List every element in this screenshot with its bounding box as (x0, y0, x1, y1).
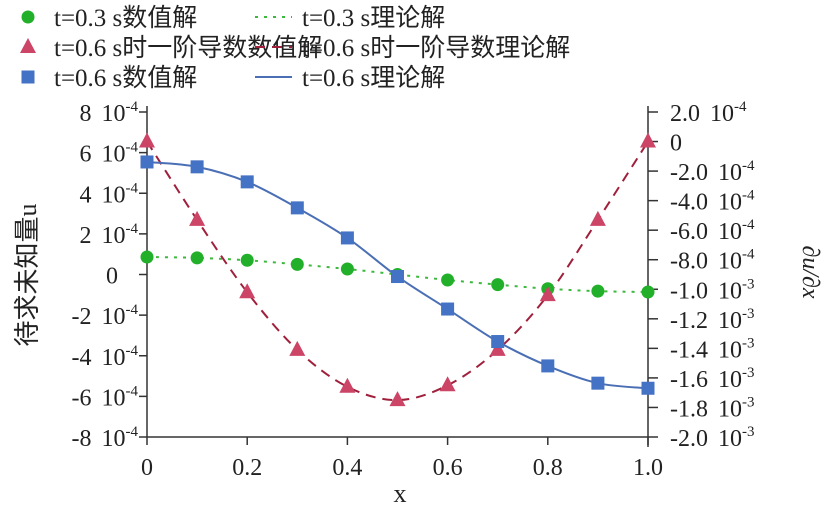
y2-tick-label: 0 (670, 131, 682, 157)
legend-label: t=0.6 s理论解 (302, 64, 445, 92)
data-point (340, 262, 354, 276)
x-tick-label: 0.8 (533, 455, 563, 481)
y-tick-label: -6 10-4 (72, 383, 139, 411)
y2-tick-label: -2.0 10-3 (670, 424, 755, 452)
data-point (591, 284, 605, 298)
data-point (539, 286, 556, 302)
data-point (240, 175, 254, 189)
x-axis-title: x (394, 479, 407, 508)
legend-marker-circle (21, 10, 35, 24)
y2-tick-label-label: 0 (670, 131, 682, 157)
y2-axis-title: ∂u/∂x (797, 245, 823, 298)
x-tick-label: 0.2 (232, 455, 262, 481)
y2-tick-label-label: -2.0 10-3 (670, 424, 755, 452)
data-point (641, 285, 655, 299)
series-line-0 (146, 256, 649, 293)
data-point (640, 132, 656, 148)
y-tick-label-label: 8 10-4 (80, 99, 139, 127)
data-point (190, 251, 204, 265)
y-tick-label-label: 4 10-4 (80, 180, 139, 208)
data-point (240, 253, 254, 267)
x-tick-label: 0.4 (332, 455, 362, 481)
y2-tick-label: -6.0 10-4 (670, 217, 755, 245)
y-tick-label: -8 10-4 (72, 424, 139, 452)
legend-marker-square (21, 70, 35, 84)
y2-tick-label-label: -1.8 10-3 (670, 394, 755, 422)
y2-tick-label: -1.0 10-3 (670, 276, 755, 304)
y-tick-label-label: 2 10-4 (80, 221, 139, 249)
data-point (441, 273, 455, 287)
data-point (489, 340, 506, 356)
x-tick-label: 0.6 (433, 455, 463, 481)
y2-tick-label: -4.0 10-4 (670, 188, 755, 216)
y2-tick-label-label: -1.4 10-3 (670, 335, 755, 363)
y-tick-label: 4 10-4 (80, 180, 139, 208)
y2-tick-label-label: 2.0 10-4 (670, 99, 747, 127)
data-point (290, 257, 304, 271)
data-point (339, 377, 356, 393)
legend-label: t=0.3 s理论解 (302, 4, 445, 32)
y-tick-label: 6 10-4 (80, 140, 139, 168)
legend-label: t=0.6 s时一阶导数理论解 (302, 34, 570, 62)
y2-tick-label-label: -4.0 10-4 (670, 188, 755, 216)
data-point (389, 391, 406, 407)
x-tick-label: 1.0 (633, 455, 663, 481)
data-point (290, 201, 304, 215)
y2-tick-label: 2.0 10-4 (670, 99, 747, 127)
y-axis-title: 待求未知量u (13, 203, 42, 346)
data-point (491, 335, 505, 349)
y-tick-label: 0 (106, 264, 118, 290)
data-point (239, 283, 256, 299)
y2-tick-label-label: -6.0 10-4 (670, 217, 755, 245)
data-point (140, 155, 154, 169)
series-markers-2 (140, 155, 655, 395)
data-point (439, 376, 456, 392)
y2-tick-label-label: -1.0 10-3 (670, 276, 755, 304)
series-markers-1 (139, 132, 656, 407)
y2-tick-label-label: -1.2 10-3 (670, 306, 755, 334)
legend-marker-triangle (20, 38, 36, 53)
y-tick-label: -2 10-4 (72, 302, 139, 330)
data-point (189, 210, 206, 226)
data-point (289, 340, 306, 356)
y-tick-label-label: -6 10-4 (72, 383, 139, 411)
y2-tick-label-label: -2.0 10-4 (670, 158, 755, 186)
y2-tick-label: -1.2 10-3 (670, 306, 755, 334)
data-point (491, 278, 505, 292)
data-point (591, 376, 605, 390)
x-tick-label: 0 (141, 455, 153, 481)
y2-tick-label: -1.8 10-3 (670, 394, 755, 422)
legend-label: t=0.6 s时一阶导数数值解 (54, 34, 322, 62)
y-tick-label-label: 6 10-4 (80, 140, 139, 168)
data-point (391, 270, 404, 284)
y-tick-label: 2 10-4 (80, 221, 139, 249)
y-tick-label: 8 10-4 (80, 99, 139, 127)
data-point (641, 381, 655, 395)
y-tick-label-label: -4 10-4 (72, 343, 139, 371)
y2-tick-label: -8.0 10-4 (670, 247, 755, 275)
data-point (340, 231, 354, 245)
y2-tick-label: -1.6 10-3 (670, 365, 755, 393)
y-tick-label-label: -8 10-4 (72, 424, 139, 452)
data-point (589, 210, 606, 226)
y2-tick-label-label: -8.0 10-4 (670, 247, 755, 275)
legend-label: t=0.3 s数值解 (54, 4, 197, 32)
data-point (139, 132, 155, 148)
y-tick-label-label: -2 10-4 (72, 302, 139, 330)
data-point (140, 250, 154, 264)
data-point (541, 359, 555, 373)
legend-label: t=0.6 s数值解 (54, 64, 197, 92)
y2-tick-label: -2.0 10-4 (670, 158, 755, 186)
data-point (190, 160, 204, 174)
y2-tick-label: -1.4 10-3 (670, 335, 755, 363)
y-tick-label: -4 10-4 (72, 343, 139, 371)
data-point (441, 302, 455, 316)
y2-tick-label-label: -1.6 10-3 (670, 365, 755, 393)
series-line-1 (146, 141, 649, 402)
